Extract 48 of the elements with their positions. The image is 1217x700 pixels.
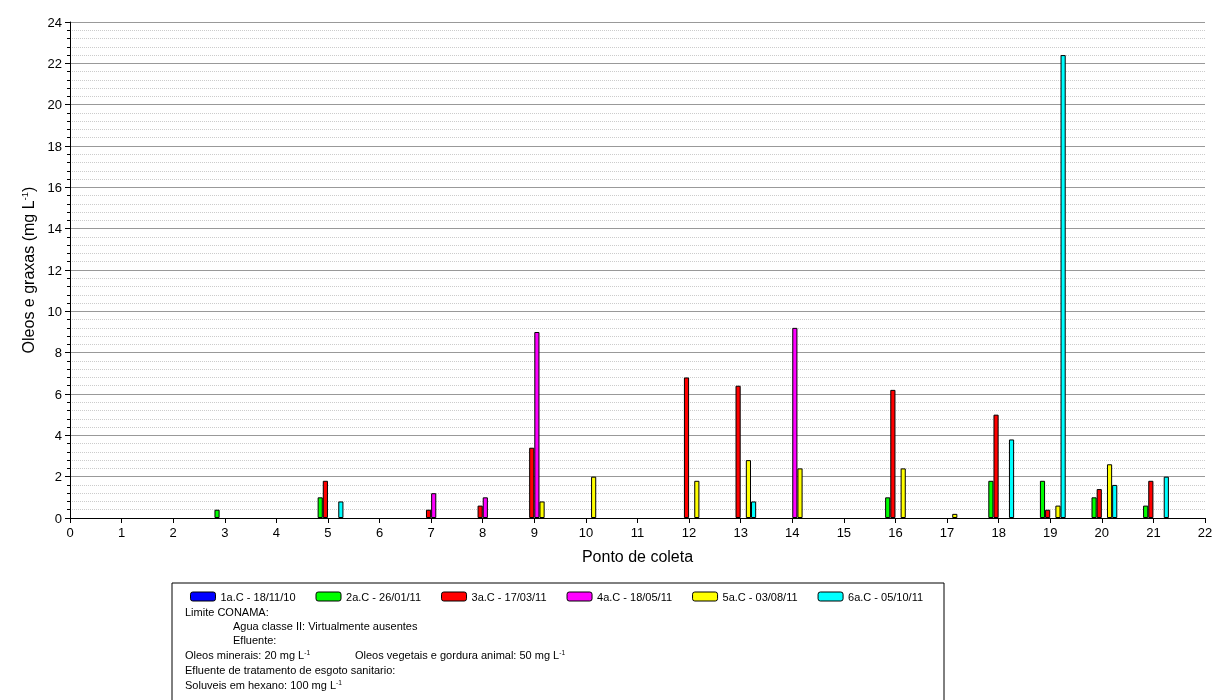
x-tick-label: 22 — [1197, 525, 1213, 540]
x-tick-label: 15 — [836, 525, 852, 540]
x-tick-label: 7 — [427, 525, 435, 540]
x-tick-label: 2 — [169, 525, 177, 540]
x-tick-label: 0 — [66, 525, 74, 540]
text: Agua classe II: Virtualmente ausentes — [233, 620, 418, 632]
y-tick-label: 6 — [54, 386, 62, 402]
x-tick-label: 8 — [479, 525, 487, 540]
y-tick-label: 22 — [47, 55, 62, 71]
x-tick-label: 4 — [272, 525, 280, 540]
y-tick-label: 16 — [47, 179, 62, 195]
y-tick-label: 2 — [54, 469, 62, 485]
y-tick-label: 14 — [47, 221, 62, 237]
y-tick-label: 4 — [54, 427, 62, 443]
legend-label: 6a.C - 05/10/11 — [848, 590, 924, 603]
y-tick-label: 18 — [47, 138, 62, 154]
x-tick-label: 16 — [888, 525, 903, 540]
text: Efluente de tratamento de esgoto sanitario: — [185, 664, 396, 676]
x-tick-label: 9 — [530, 525, 538, 540]
x-tick-label: 17 — [939, 525, 955, 540]
x-tick-label: 5 — [324, 525, 332, 540]
legend-label: 1a.C - 18/11/10 — [220, 590, 296, 603]
x-tick-label: 13 — [733, 525, 748, 540]
legend-label: 5a.C - 03/08/11 — [722, 590, 798, 603]
x-tick-label: 12 — [681, 525, 697, 540]
y-tick-label: 24 — [47, 14, 62, 30]
y-axis-title: Oleos e graxas (mg L-1) — [19, 186, 38, 354]
x-tick-label: 14 — [785, 525, 800, 540]
x-tick-label: 18 — [991, 525, 1006, 540]
x-tick-label: 19 — [1042, 525, 1058, 540]
y-tick-label: 12 — [47, 262, 62, 278]
legend-label: 2a.C - 26/01/11 — [346, 590, 422, 603]
y-tick-label: 8 — [54, 345, 62, 361]
x-axis-title: Ponto de coleta — [581, 547, 694, 565]
x-tick-label: 3 — [221, 525, 229, 540]
y-tick-label: 10 — [47, 303, 62, 319]
y-tick-label: 20 — [47, 97, 62, 113]
x-tick-label: 6 — [375, 525, 384, 540]
x-tick-label: 1 — [117, 525, 126, 540]
x-tick-label: 21 — [1146, 525, 1161, 540]
legend-label: 4a.C - 18/05/11 — [597, 590, 673, 603]
x-tick-label: 20 — [1094, 525, 1110, 540]
x-tick-label: 10 — [578, 525, 594, 540]
y-tick-label: 0 — [54, 510, 62, 526]
text: Efluente: — [233, 634, 277, 646]
legend-label: 3a.C - 17/03/11 — [471, 590, 547, 603]
text: Limite CONAMA: — [185, 606, 269, 618]
x-tick-label: 11 — [630, 525, 645, 540]
